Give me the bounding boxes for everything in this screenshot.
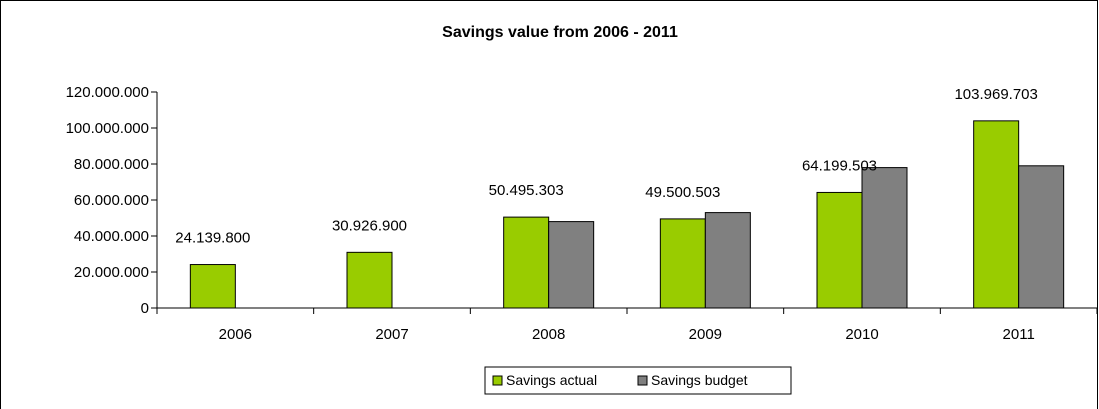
data-label: 103.969.703: [954, 86, 1037, 103]
legend-swatch: [492, 375, 503, 386]
y-tick-label: 100.000.000: [66, 120, 149, 137]
chart-title: Savings value from 2006 - 2011: [442, 24, 678, 41]
bars: [189, 120, 1065, 309]
legend: Savings actual Savings budget: [484, 366, 792, 395]
bar-savings-actual-2011: [973, 120, 1020, 309]
data-labels: 24.139.800 30.926.900 50.495.303 49.500.503…: [175, 86, 1038, 247]
bar-savings-actual-2009: [659, 218, 706, 309]
x-tick-label: 2007: [375, 326, 408, 343]
x-tick-label: 2011: [1003, 326, 1035, 343]
data-label: 24.139.800: [175, 230, 250, 247]
bar-savings-budget-2008: [548, 221, 595, 309]
y-tick-label: 40.000.000: [74, 228, 149, 245]
bar-savings-budget-2009: [704, 212, 751, 309]
bar-savings-actual-2008: [503, 216, 550, 309]
y-tick-label: 20.000.000: [74, 264, 149, 281]
bar-savings-actual-2007: [346, 251, 393, 309]
bar-savings-actual-2010: [816, 191, 863, 309]
axes: 0 20.000.000 40.000.000 60.000.000 80.000.00…: [66, 84, 1098, 343]
y-tick-label: 120.000.000: [66, 84, 149, 101]
x-tick-label: 2008: [532, 326, 565, 343]
legend-label: Savings actual: [506, 372, 597, 388]
legend-swatch: [637, 375, 648, 386]
legend-label: Savings budget: [651, 372, 748, 388]
x-tick-label: 2009: [689, 326, 722, 343]
x-tick-label: 2010: [845, 326, 878, 343]
bar-savings-budget-2011: [1018, 165, 1065, 309]
y-tick-label: 80.000.000: [74, 156, 149, 173]
data-label: 50.495.303: [489, 182, 564, 199]
y-tick-label: 0: [141, 300, 149, 317]
data-label: 49.500.503: [645, 184, 720, 201]
y-tick-label: 60.000.000: [74, 192, 149, 209]
data-label: 64.199.503: [802, 157, 877, 174]
bar-savings-budget-2010: [861, 167, 908, 309]
bar-savings-actual-2006: [189, 264, 236, 309]
data-label: 30.926.900: [332, 217, 407, 234]
x-tick-label: 2006: [219, 326, 252, 343]
